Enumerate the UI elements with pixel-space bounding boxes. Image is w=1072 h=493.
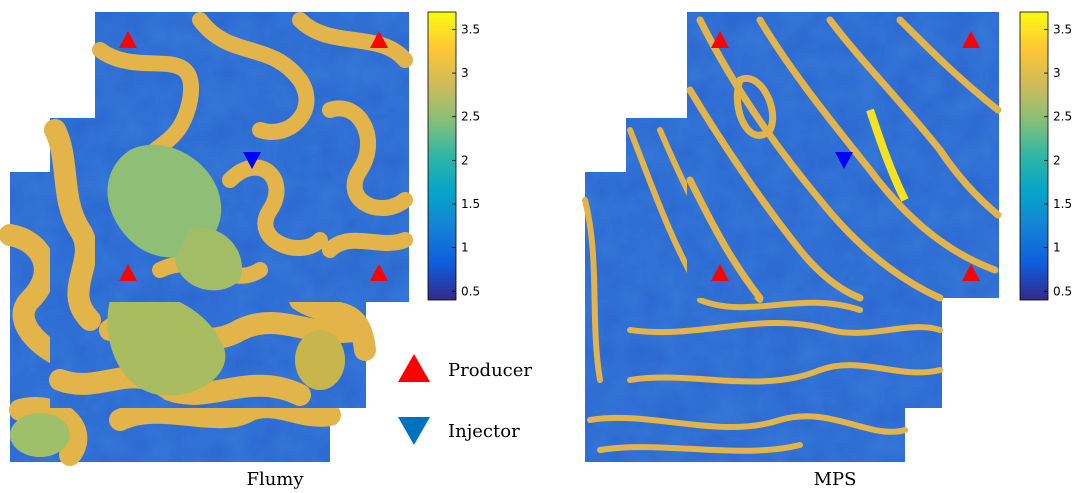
legend-producer-label: Producer	[448, 360, 532, 381]
colorbar-tick-label: 0.5	[1053, 284, 1072, 298]
legend-injector: Injector	[398, 417, 520, 445]
legend-injector-label: Injector	[448, 421, 520, 442]
producer-marker	[119, 264, 137, 281]
producer-marker	[962, 31, 980, 48]
colorbar-tick-label: 3.5	[1053, 22, 1072, 36]
colorbar-right-ticks: 3.5 3 2.5 2 1.5 1 0.5	[1044, 22, 1072, 298]
mps-caption: MPS	[814, 469, 857, 490]
legend: Producer Injector	[398, 354, 532, 445]
colorbar-tick-label: 2	[1053, 153, 1061, 167]
flumy-markers	[119, 31, 388, 281]
injector-marker	[835, 152, 853, 169]
flumy-caption: Flumy	[246, 469, 304, 490]
flumy-layer-front	[92, 12, 413, 302]
flumy-panel: Flumy	[0, 12, 413, 490]
colorbar-tick-label: 1	[1053, 241, 1061, 255]
legend-producer: Producer	[398, 354, 532, 382]
mps-markers	[711, 31, 980, 281]
colorbar-left-ticks: 3.5 3 2.5 2 1.5 1 0.5	[452, 22, 480, 298]
colorbar-tick-label: 3.5	[461, 22, 480, 36]
colorbar-tick-label: 0.5	[461, 284, 480, 298]
colorbar-tick-label: 1.5	[1053, 197, 1072, 211]
injector-marker	[243, 152, 261, 169]
colorbar-tick-label: 2	[461, 153, 469, 167]
producer-marker	[370, 31, 388, 48]
colorbar-left: 3.5 3 2.5 2 1.5 1 0.5	[427, 11, 480, 301]
producer-marker	[711, 264, 729, 281]
colorbar-tick-label: 3	[1053, 66, 1061, 80]
colorbar-tick-label: 2.5	[1053, 110, 1072, 124]
colorbar-tick-label: 1	[461, 241, 469, 255]
blue-down-triangle-icon	[398, 417, 430, 445]
producer-marker	[370, 264, 388, 281]
colorbar-tick-label: 1.5	[461, 197, 480, 211]
colorbar-tick-label: 2.5	[461, 110, 480, 124]
producer-marker	[119, 31, 137, 48]
colorbar-right: 3.5 3 2.5 2 1.5 1 0.5	[1019, 11, 1072, 301]
producer-marker	[962, 264, 980, 281]
red-up-triangle-icon	[398, 354, 430, 382]
producer-marker	[711, 31, 729, 48]
mps-panel: MPS	[582, 12, 1002, 490]
colorbar-tick-label: 3	[461, 66, 469, 80]
